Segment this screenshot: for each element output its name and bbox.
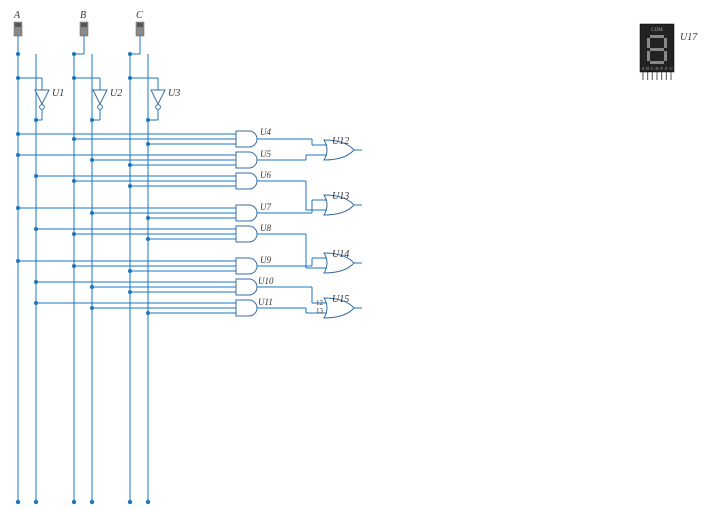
svg-text:COM: COM <box>651 28 663 33</box>
svg-text:12: 12 <box>316 299 324 307</box>
svg-text:U15: U15 <box>332 294 349 305</box>
svg-text:13: 13 <box>316 307 324 315</box>
svg-text:B: B <box>646 66 649 71</box>
and-gate <box>236 205 257 221</box>
svg-text:A: A <box>13 10 21 21</box>
svg-text:U7: U7 <box>260 202 271 212</box>
svg-text:U9: U9 <box>260 255 271 265</box>
and-gate <box>236 226 257 242</box>
not-gate <box>35 90 49 109</box>
svg-text:B: B <box>80 10 86 21</box>
svg-text:U17: U17 <box>680 32 698 43</box>
svg-text:U3: U3 <box>168 88 180 99</box>
and-gate <box>236 173 257 189</box>
and-gate <box>236 152 257 168</box>
not-gate <box>93 90 107 109</box>
and-gate <box>236 279 257 295</box>
and-gate <box>236 258 257 274</box>
svg-text:U12: U12 <box>332 136 349 147</box>
svg-text:U11: U11 <box>258 297 273 307</box>
svg-text:C: C <box>136 10 143 21</box>
and-gate <box>236 131 257 147</box>
svg-text:U2: U2 <box>110 88 122 99</box>
svg-text:C: C <box>651 66 654 71</box>
svg-text:U14: U14 <box>332 249 349 260</box>
svg-text:U5: U5 <box>260 149 271 159</box>
svg-text:U13: U13 <box>332 191 349 202</box>
svg-text:U8: U8 <box>260 223 271 233</box>
not-gate <box>151 90 165 109</box>
svg-text:U6: U6 <box>260 170 271 180</box>
svg-text:U1: U1 <box>52 88 64 99</box>
and-gate <box>236 300 257 316</box>
svg-text:U10: U10 <box>258 276 274 286</box>
svg-text:U4: U4 <box>260 127 271 137</box>
